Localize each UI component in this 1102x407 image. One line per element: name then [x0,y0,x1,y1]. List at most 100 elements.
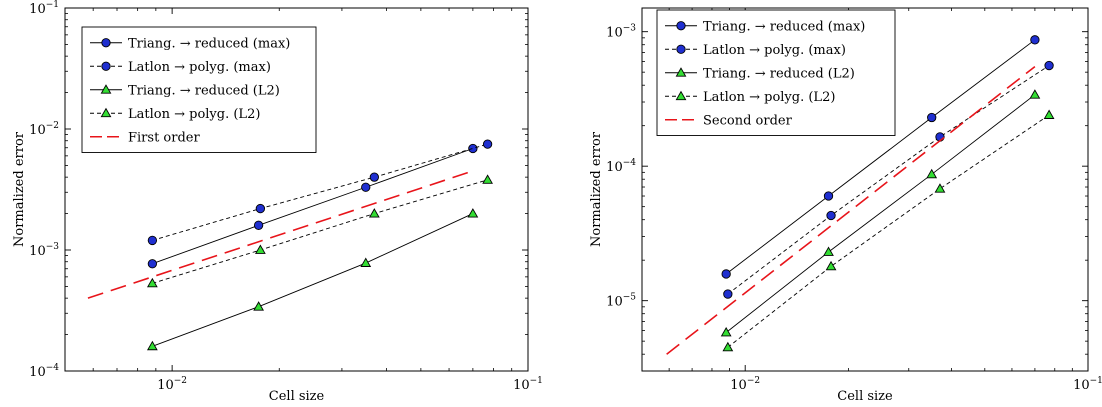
plot-frame [641,7,1089,372]
data-point [253,220,264,230]
data-point [468,143,478,154]
y-tick-label: 10−2 [29,121,59,138]
data-point [723,289,733,299]
series-3 [146,174,493,288]
data-point [368,208,380,218]
legend-label: Triang. → reduced (max) [703,19,865,34]
series-4 [87,170,474,299]
legend-label: Triang. → reduced (L2) [128,83,280,98]
legend-label: Latlon → polyg. (max) [703,43,846,58]
x-tick-label: 10−1 [513,376,543,393]
series-4 [666,65,1036,355]
data-point [361,182,371,192]
data-point [721,269,731,279]
legend-marker [101,38,111,48]
legend-item: Latlon → polyg. (L2) [665,90,835,105]
legend-marker [100,107,112,118]
data-point [146,340,158,351]
plot-frame [64,7,529,372]
data-point [825,260,837,271]
minor-ticks [642,8,1088,371]
legend-item: Triang. → reduced (L2) [90,83,280,98]
x-axis-label: Cell size [269,389,325,404]
data-point [934,183,946,193]
series-line [152,148,474,265]
data-point [482,174,493,184]
legend-item: Latlon → polyg. (max) [665,43,846,58]
legend: Triang. → reduced (max) Latlon → polyg. (… [81,26,317,153]
data-point [1029,89,1041,99]
x-axis-label: Cell size [837,389,893,404]
legend-label: Second order [703,113,793,128]
data-point [823,191,834,201]
legend: Triang. → reduced (max) Latlon → polyg. (… [656,9,896,136]
legend-label: Latlon → polyg. (max) [128,60,271,75]
series-line [87,170,474,299]
series-line [727,114,1050,348]
legend-item: Second order [665,113,793,128]
data-point [720,326,732,337]
series-1 [147,139,493,246]
series-2 [720,89,1041,337]
legend-marker [675,67,687,77]
legend-item: Latlon → polyg. (L2) [90,107,260,122]
series-line [152,179,488,284]
data-point [1030,35,1040,45]
legend-item: First order [90,130,200,145]
legend-label: Triang. → reduced (max) [128,36,290,51]
data-point [253,301,264,311]
legend-label: Latlon → polyg. (L2) [128,107,260,122]
legend-marker [100,84,112,94]
data-point [482,139,493,149]
minor-ticks [65,8,528,371]
series-line [725,39,1036,275]
data-point [826,210,836,221]
left-chart-panel: 10−2 10−1 10−4 10−3 10−2 10−1 Cell size Normali… [12,0,543,404]
legend-marker [676,44,686,54]
series-2 [146,208,479,351]
series-line [725,94,1036,333]
data-point [1044,60,1054,71]
legend-label: Latlon → polyg. (L2) [703,90,835,105]
series-line [152,213,474,347]
data-point [926,168,938,179]
legend-item: Triang. → reduced (L2) [665,66,855,81]
data-point [255,203,266,214]
right-chart-panel: 10−2 10−1 10−5 10−4 10−3 Cell size Normalized … [589,7,1102,404]
data-point [1043,109,1055,119]
legend-label: First order [128,130,200,145]
x-tick-label: 10−2 [157,376,187,393]
x-tick-label: 10−2 [730,376,760,393]
data-point [146,277,158,288]
legend-label: Triang. → reduced (L2) [703,66,855,81]
y-axis-label: Normalized error [589,131,604,247]
data-point [147,259,158,269]
y-tick-label: 10−5 [606,293,636,310]
data-point [927,112,937,123]
data-point [722,341,734,352]
y-tick-label: 10−4 [29,363,59,380]
series-line [152,143,488,241]
series-3 [722,109,1055,352]
legend-item: Triang. → reduced (max) [90,36,290,51]
data-point [823,246,834,256]
series-0 [721,35,1040,279]
data-point [369,172,379,182]
series-0 [147,143,478,269]
legend-item: Triang. → reduced (max) [665,19,865,34]
series-line [727,65,1050,295]
legend-marker [675,90,687,101]
series-line [666,65,1036,355]
y-tick-label: 10−3 [606,24,636,41]
x-tick-label: 10−1 [1073,376,1102,393]
legend-item: Latlon → polyg. (max) [90,60,271,75]
data-point [254,244,266,254]
y-tick-label: 10−4 [606,158,636,175]
data-point [360,257,372,267]
legend-marker [676,21,686,31]
data-point [147,235,158,246]
data-point [467,208,479,218]
legend-marker [101,61,111,71]
y-tick-label: 10−3 [29,242,59,259]
